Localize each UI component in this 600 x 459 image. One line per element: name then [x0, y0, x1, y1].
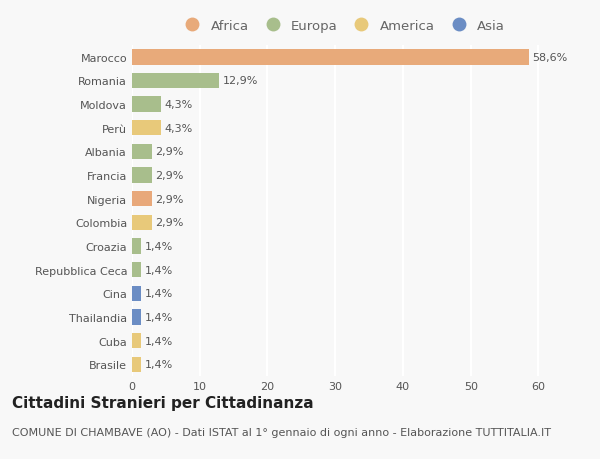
Bar: [132, 97, 161, 112]
Bar: [132, 50, 529, 65]
Bar: [132, 215, 152, 230]
Text: 1,4%: 1,4%: [145, 265, 173, 275]
Text: 2,9%: 2,9%: [155, 218, 184, 228]
Text: 2,9%: 2,9%: [155, 147, 184, 157]
Text: 4,3%: 4,3%: [164, 100, 193, 110]
Text: 1,4%: 1,4%: [145, 359, 173, 369]
Text: 12,9%: 12,9%: [223, 76, 258, 86]
Bar: [132, 168, 152, 184]
Bar: [132, 357, 142, 372]
Text: 58,6%: 58,6%: [532, 53, 568, 63]
Bar: [132, 121, 161, 136]
Text: 1,4%: 1,4%: [145, 313, 173, 322]
Bar: [132, 310, 142, 325]
Text: 2,9%: 2,9%: [155, 171, 184, 181]
Bar: [132, 145, 152, 160]
Bar: [132, 333, 142, 349]
Bar: [132, 263, 142, 278]
Legend: Africa, Europa, America, Asia: Africa, Europa, America, Asia: [179, 20, 505, 33]
Bar: [132, 192, 152, 207]
Text: COMUNE DI CHAMBAVE (AO) - Dati ISTAT al 1° gennaio di ogni anno - Elaborazione T: COMUNE DI CHAMBAVE (AO) - Dati ISTAT al …: [12, 427, 551, 437]
Text: 2,9%: 2,9%: [155, 194, 184, 204]
Text: 1,4%: 1,4%: [145, 289, 173, 299]
Bar: [132, 73, 220, 89]
Text: Cittadini Stranieri per Cittadinanza: Cittadini Stranieri per Cittadinanza: [12, 395, 314, 410]
Text: 4,3%: 4,3%: [164, 123, 193, 134]
Bar: [132, 286, 142, 302]
Text: 1,4%: 1,4%: [145, 241, 173, 252]
Bar: [132, 239, 142, 254]
Text: 1,4%: 1,4%: [145, 336, 173, 346]
